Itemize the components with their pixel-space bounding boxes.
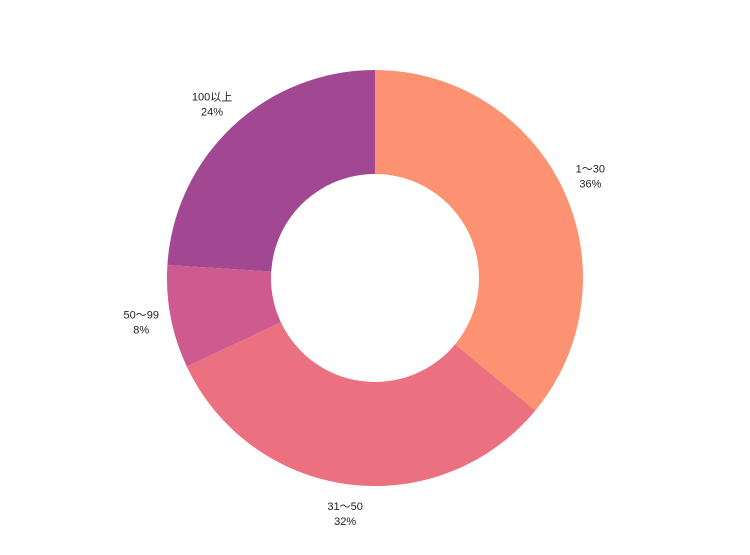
slice-percent-label: 8% <box>133 325 149 337</box>
slice-category-label: 1〜30 <box>576 164 605 176</box>
slice-category-label: 100以上 <box>192 91 232 104</box>
slices-layer <box>167 70 584 487</box>
donut-slice-3 <box>167 70 375 272</box>
slice-percent-label: 32% <box>334 516 356 528</box>
slice-category-label: 31〜50 <box>327 501 362 513</box>
donut-slice-2 <box>167 264 281 367</box>
slice-category-label: 50〜99 <box>123 310 158 322</box>
slice-percent-label: 24% <box>201 107 223 119</box>
labels-layer: 1〜30 36% 31〜50 32% 50〜99 8% 100以上 24% <box>123 91 605 529</box>
slice-label-3: 100以上 24% <box>192 91 232 119</box>
slice-label-1: 31〜50 32% <box>327 501 362 528</box>
donut-slice-0 <box>375 70 584 411</box>
slice-label-2: 50〜99 8% <box>123 310 158 337</box>
slice-percent-label: 36% <box>579 179 601 191</box>
slice-label-0: 1〜30 36% <box>576 164 605 191</box>
donut-slice-1 <box>186 322 536 487</box>
